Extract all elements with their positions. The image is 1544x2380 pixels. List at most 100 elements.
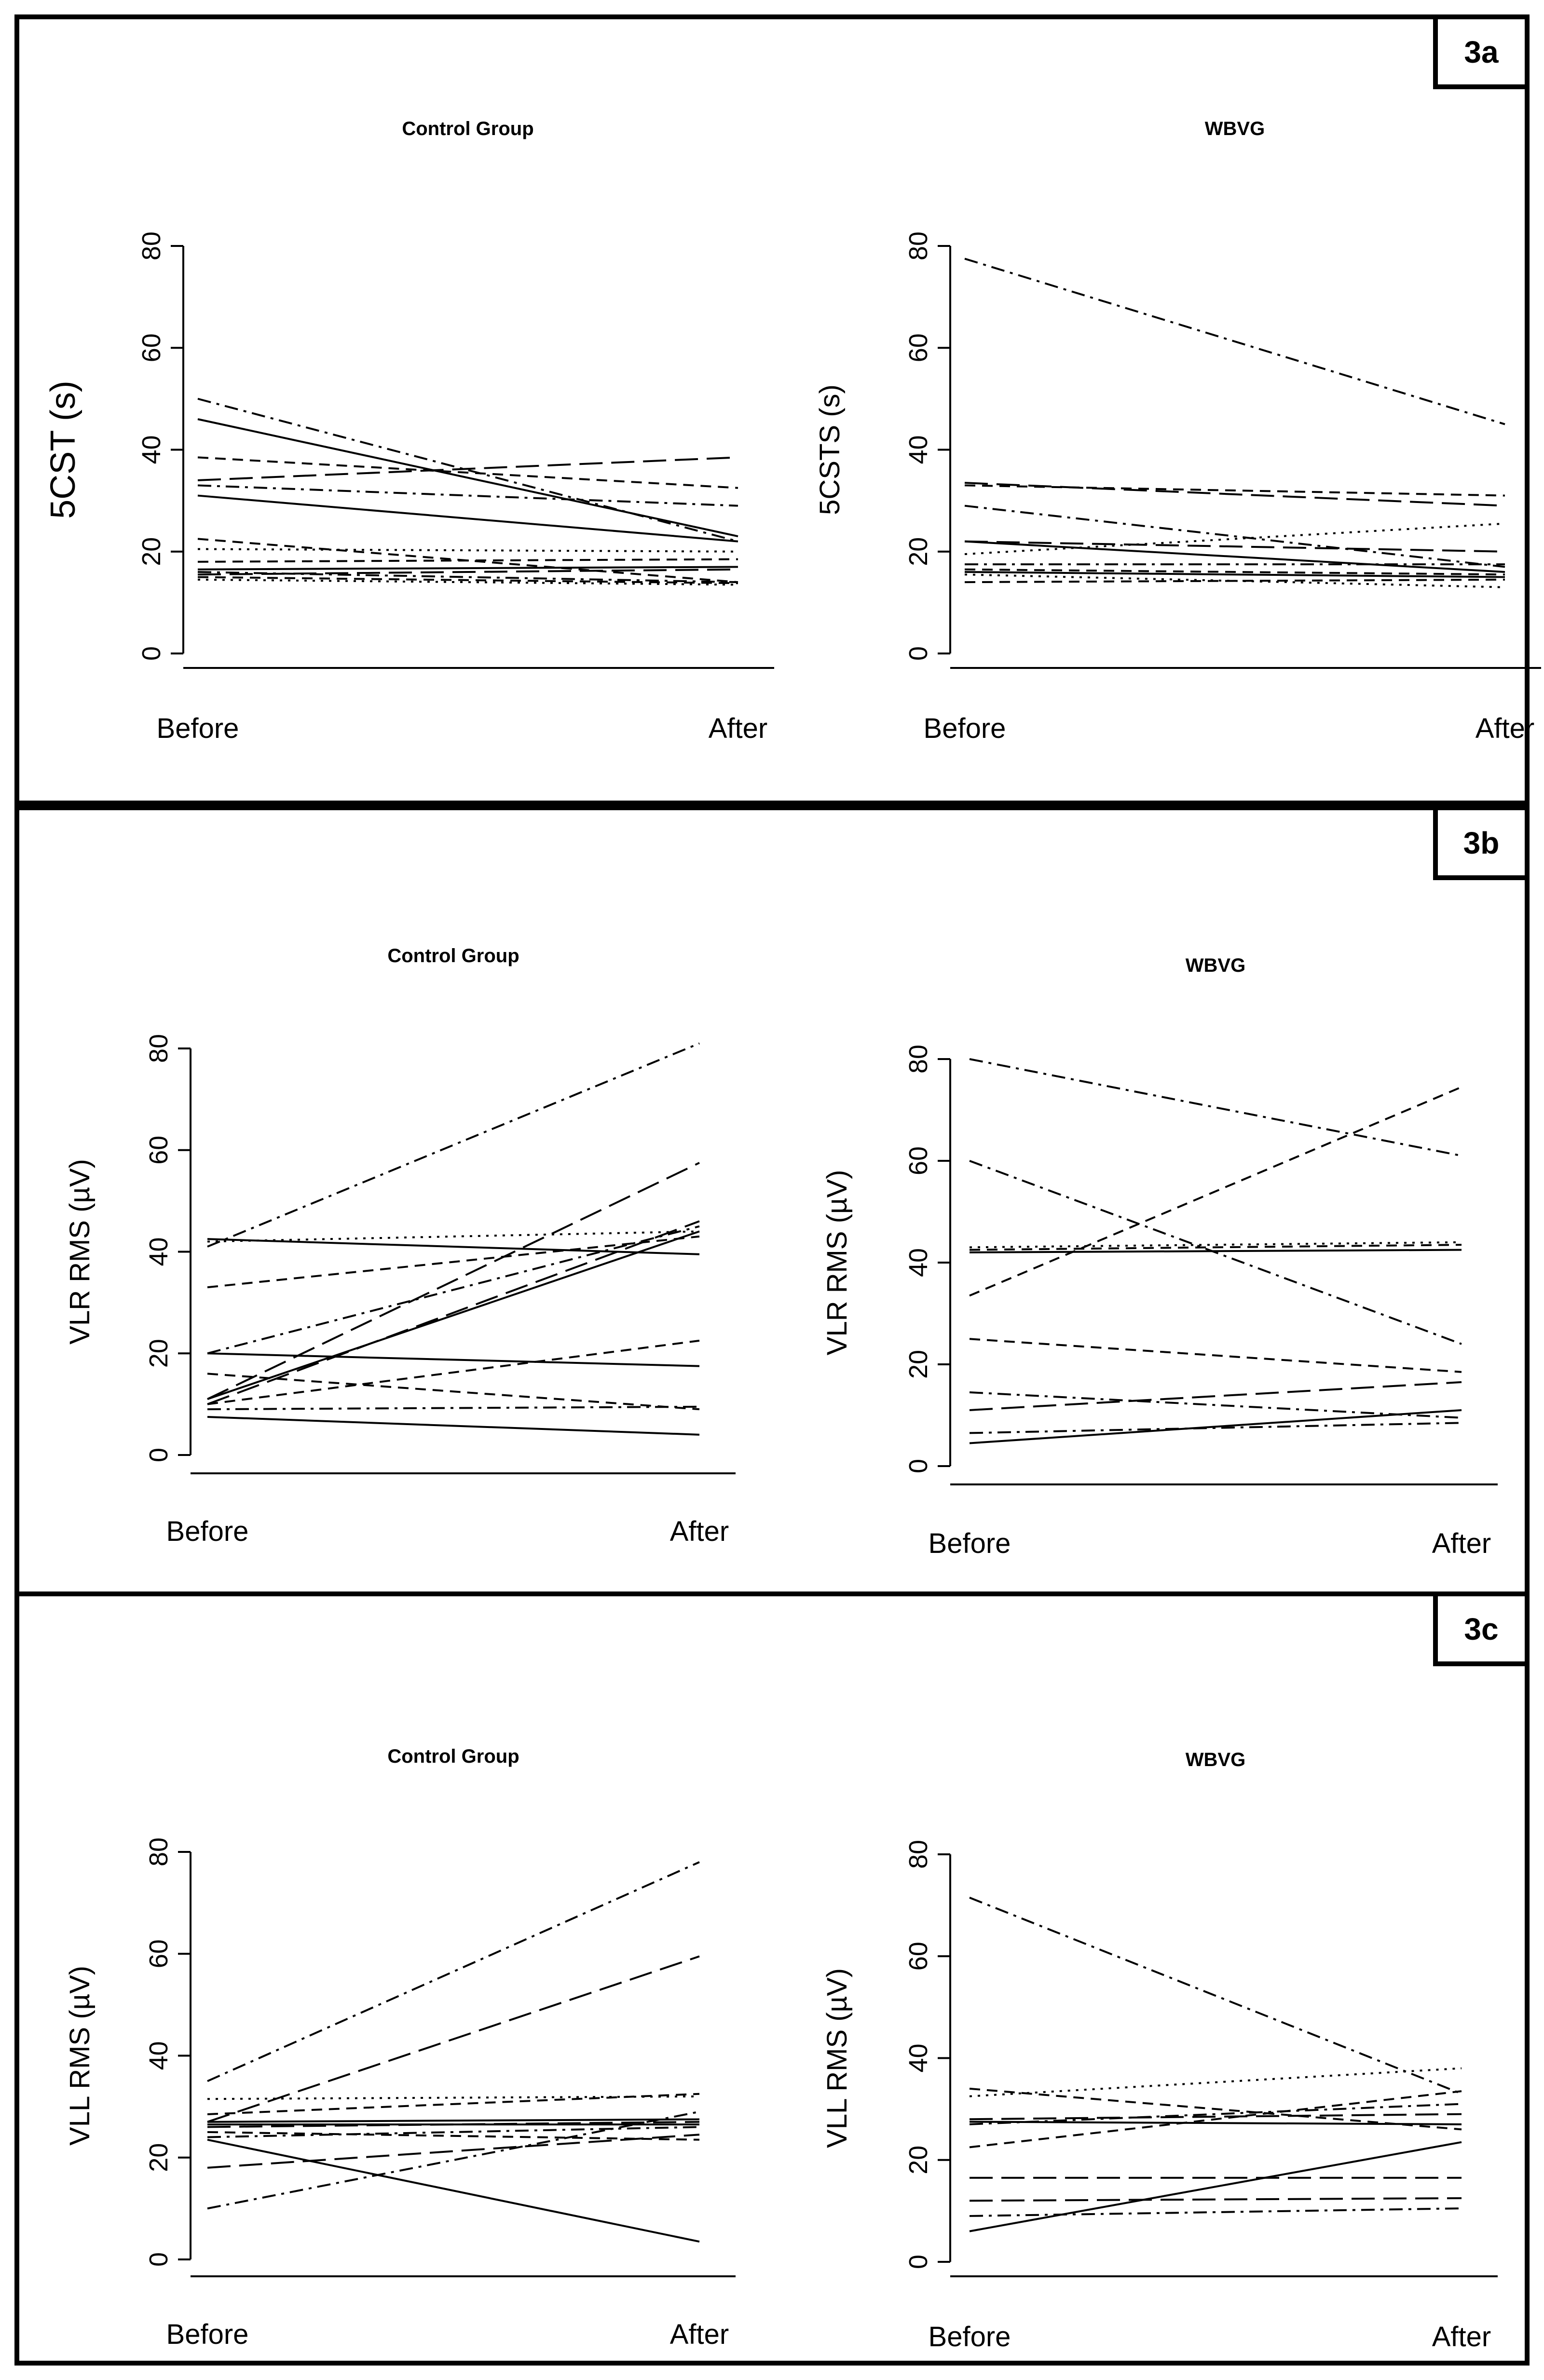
series-line xyxy=(969,1249,1462,1253)
series-line xyxy=(969,1409,1462,1444)
series-line xyxy=(197,571,738,584)
series-line xyxy=(969,2121,1462,2125)
series-line xyxy=(197,568,738,576)
series-line xyxy=(969,1381,1462,1411)
y-tick-label: 40 xyxy=(144,2041,173,2070)
series-line xyxy=(969,1086,1462,1297)
chart-title: WBVG xyxy=(1205,118,1265,139)
x-category-label: Before xyxy=(157,713,239,744)
series-line xyxy=(964,578,1505,584)
y-tick-label: 80 xyxy=(904,231,933,260)
series-line xyxy=(207,1220,700,1405)
series-line xyxy=(969,2087,1462,2131)
x-category-label: After xyxy=(670,1516,729,1547)
series-line xyxy=(964,540,1505,573)
series-line xyxy=(969,2197,1462,2202)
series-line xyxy=(969,1338,1462,1373)
x-category-label: After xyxy=(1432,2321,1491,2353)
series-line xyxy=(207,1238,700,1255)
series-line xyxy=(207,1415,700,1436)
series-line xyxy=(964,482,1505,507)
series-line xyxy=(207,1955,700,2123)
y-axis-label: 5CSTS (s) xyxy=(814,384,846,515)
x-category-label: Before xyxy=(929,2321,1011,2353)
y-tick-label: 40 xyxy=(904,2043,933,2072)
series-line xyxy=(969,1160,1462,1345)
series-line xyxy=(197,484,738,507)
series-line xyxy=(197,558,738,563)
chart-3b-wbvg: WBVG 0 20 40 60 80 Before After VLR RMS (µV) xyxy=(821,955,1498,1559)
y-tick-label: 20 xyxy=(904,537,933,566)
chart-title: Control Group xyxy=(387,945,519,966)
y-tick-label: 20 xyxy=(904,1350,933,1379)
series-line xyxy=(207,2095,700,2100)
series-line xyxy=(207,1230,700,1243)
series-line xyxy=(964,484,1505,497)
chart-title: WBVG xyxy=(1186,1749,1245,1770)
series-line xyxy=(969,2207,1462,2217)
y-tick-label: 0 xyxy=(144,1448,173,1462)
chart-title: WBVG xyxy=(1186,955,1245,976)
y-tick-label: 80 xyxy=(144,1837,173,1866)
y-axis-label: VLR RMS (µV) xyxy=(64,1159,96,1345)
series-line xyxy=(969,1241,1462,1249)
y-tick-label: 40 xyxy=(144,1237,173,1266)
panel-label: 3a xyxy=(1433,14,1530,89)
series-line xyxy=(197,456,738,489)
y-tick-label: 60 xyxy=(137,333,166,362)
series-line xyxy=(197,566,738,571)
y-tick-label: 80 xyxy=(904,1045,933,1074)
series-line xyxy=(969,2113,1462,2121)
y-tick-label: 80 xyxy=(904,1840,933,1869)
series-line xyxy=(207,2093,700,2115)
series-line xyxy=(197,456,738,481)
panel-3c: 3c Control Group 0 20 40 60 80 Before After VLL … xyxy=(14,1591,1530,2366)
series-line xyxy=(197,397,738,543)
y-tick-label: 20 xyxy=(137,537,166,566)
series-line xyxy=(207,1042,700,1248)
y-tick-label: 60 xyxy=(904,1942,933,1971)
series-line xyxy=(207,1230,700,1400)
series-line xyxy=(969,2141,1462,2232)
y-tick-label: 60 xyxy=(904,1146,933,1175)
series-line xyxy=(969,1422,1462,1434)
x-category-label: After xyxy=(709,713,768,744)
y-tick-label: 0 xyxy=(904,646,933,661)
x-category-label: Before xyxy=(166,1516,249,1547)
series-line xyxy=(207,1339,700,1405)
y-tick-label: 20 xyxy=(904,2146,933,2175)
y-tick-label: 80 xyxy=(144,1034,173,1063)
y-axis-label: VLL RMS (µV) xyxy=(821,1968,853,2148)
series-line xyxy=(964,258,1505,425)
chart-3c-control: Control Group 0 20 40 60 80 Before After VLL RMS… xyxy=(64,1746,736,2350)
x-category-label: After xyxy=(1476,713,1535,744)
y-tick-label: 60 xyxy=(144,1939,173,1968)
y-axis-label: 5CST (s) xyxy=(44,381,82,519)
y-tick-label: 20 xyxy=(144,2143,173,2172)
x-category-label: Before xyxy=(166,2319,249,2350)
y-axis-label: VLL RMS (µV) xyxy=(64,1966,96,2146)
panel-label: 3b xyxy=(1433,805,1530,880)
series-line xyxy=(969,1896,1462,2095)
series-line xyxy=(207,1861,700,2082)
series-line xyxy=(207,2121,700,2128)
series-line xyxy=(969,2067,1462,2097)
y-tick-label: 20 xyxy=(144,1339,173,1368)
y-tick-label: 40 xyxy=(137,435,166,464)
series-line xyxy=(197,494,738,543)
series-line xyxy=(207,2134,700,2169)
panel-3b: 3b Control Group 0 20 40 60 80 Before After VLR … xyxy=(14,805,1530,1596)
y-axis-label: VLR RMS (µV) xyxy=(821,1170,853,1356)
x-category-label: After xyxy=(670,2319,729,2350)
chart-title: Control Group xyxy=(402,118,533,139)
series-line xyxy=(207,2131,700,2141)
x-category-label: After xyxy=(1432,1528,1491,1559)
panel-label: 3c xyxy=(1433,1591,1530,1666)
series-line xyxy=(197,418,738,538)
chart-3c-wbvg: WBVG 0 20 40 60 80 Before After VLL RMS (µV) xyxy=(821,1749,1498,2353)
chart-3b-control: Control Group 0 20 40 60 80 Before After VLR RMS… xyxy=(64,945,736,1547)
y-tick-label: 80 xyxy=(137,231,166,260)
series-line xyxy=(207,2138,700,2243)
series-line xyxy=(964,540,1505,553)
series-line xyxy=(207,1225,700,1355)
